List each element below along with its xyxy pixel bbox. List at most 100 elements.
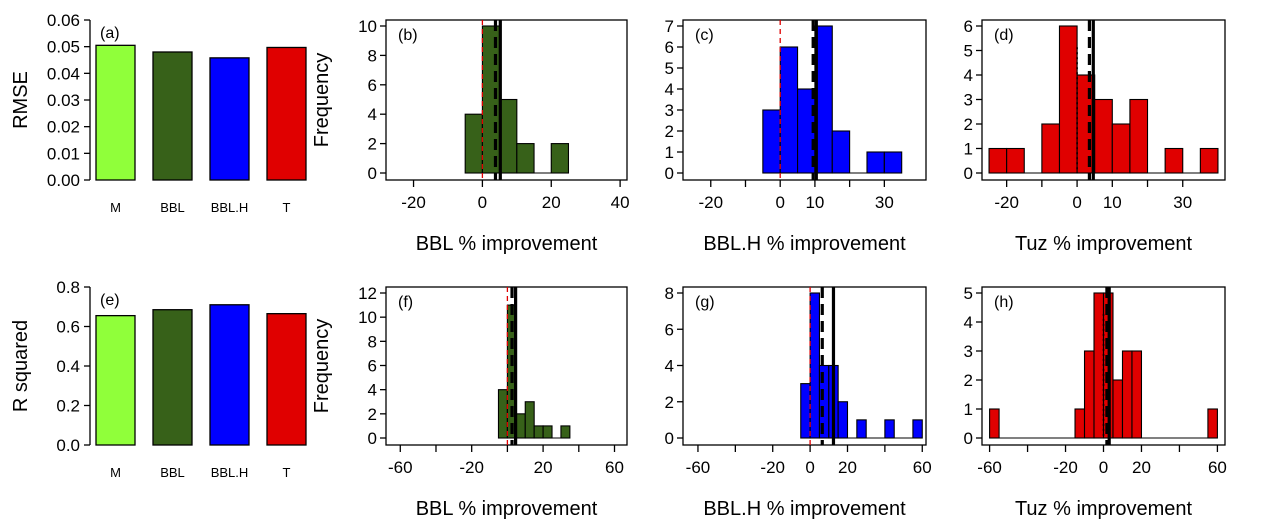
y-tick-label: 3 bbox=[964, 91, 973, 110]
panel-f: 0 2 4 6 8 10 12 -60 -20 20 60 BBL % improvement Freq… bbox=[311, 284, 628, 520]
x-axis-label: Tuz % improvement bbox=[1015, 233, 1193, 255]
y-tick-label: 6 bbox=[368, 357, 377, 376]
x-tick-label: -20 bbox=[994, 193, 1019, 212]
bar-m bbox=[95, 44, 136, 181]
y-tick-label: 2 bbox=[665, 393, 674, 412]
panel-d: 0 1 2 3 4 5 6 -20 0 10 30 Tuz % improvement (d) bbox=[964, 17, 1226, 255]
panel-g: 0 2 4 6 8 -60 -20 0 20 60 BBL.H % improvement (g) bbox=[665, 284, 932, 520]
panel-label: (c) bbox=[695, 27, 714, 44]
histogram-bar bbox=[831, 130, 851, 174]
y-tick-label: 4 bbox=[368, 381, 377, 400]
histogram-bar bbox=[912, 419, 923, 439]
histogram-bar bbox=[1093, 292, 1105, 439]
x-tick-label: 60 bbox=[913, 458, 932, 477]
y-tick-label: 8 bbox=[665, 284, 674, 303]
histogram-bar bbox=[550, 143, 570, 174]
x-tick-label: 20 bbox=[838, 458, 857, 477]
y-tick-label: 0 bbox=[964, 429, 973, 448]
y-tick-label: 2 bbox=[368, 405, 377, 424]
y-tick-label: 10 bbox=[358, 308, 377, 327]
x-axis-label: BBL.H % improvement bbox=[703, 233, 906, 255]
histogram-bar bbox=[809, 292, 821, 439]
histogram-bar bbox=[779, 46, 799, 174]
x-axis-label: BBL.H % improvement bbox=[703, 498, 906, 519]
y-tick-label: 8 bbox=[368, 46, 377, 65]
histogram-bar bbox=[856, 419, 867, 439]
x-category-label: BBL bbox=[160, 200, 185, 215]
histogram-bar bbox=[884, 419, 895, 439]
panel-label: (f) bbox=[398, 294, 413, 311]
histogram-bar bbox=[800, 383, 811, 439]
x-tick-label: -60 bbox=[977, 458, 1002, 477]
y-tick-label: 0.03 bbox=[47, 91, 80, 110]
histogram-bar bbox=[516, 143, 535, 174]
x-tick-label: 0 bbox=[1072, 193, 1081, 212]
histogram-bar bbox=[988, 147, 1008, 174]
y-tick-label: 4 bbox=[665, 80, 674, 99]
x-tick-label: 0 bbox=[478, 193, 487, 212]
y-tick-label: 0 bbox=[665, 429, 674, 448]
histogram-bar bbox=[1131, 350, 1143, 439]
y-tick-label: 5 bbox=[964, 42, 973, 61]
bar-bbl-h bbox=[209, 57, 250, 181]
panel-b: 0 2 4 6 8 10 -20 0 20 40 BBL % improvement Frequenc… bbox=[311, 17, 630, 255]
x-tick-label: 10 bbox=[805, 193, 824, 212]
histogram-bar bbox=[524, 401, 535, 439]
y-tick-label: 1 bbox=[964, 400, 973, 419]
y-axis-label: R squared bbox=[10, 320, 32, 412]
y-tick-label: 0.2 bbox=[56, 397, 80, 416]
histogram-bar bbox=[1121, 350, 1133, 439]
y-tick-label: 0.8 bbox=[56, 278, 80, 297]
x-axis-label: BBL % improvement bbox=[416, 498, 598, 519]
x-tick-label: 20 bbox=[542, 193, 561, 212]
panel-label: (e) bbox=[100, 292, 120, 309]
histogram-bar bbox=[866, 151, 885, 174]
bar-m bbox=[95, 314, 136, 446]
panel-label: (b) bbox=[398, 27, 418, 44]
histogram-bar bbox=[1112, 379, 1124, 439]
x-tick-label: 0 bbox=[1099, 458, 1108, 477]
y-tick-label: 0.04 bbox=[47, 64, 80, 83]
y-tick-label: 4 bbox=[665, 357, 674, 376]
x-category-label: BBL.H bbox=[211, 200, 249, 215]
panel-label: (g) bbox=[695, 294, 715, 311]
x-category-label: T bbox=[283, 200, 291, 215]
y-tick-label: 0.4 bbox=[56, 357, 80, 376]
histogram-bar bbox=[1041, 123, 1061, 174]
x-tick-label: -20 bbox=[760, 458, 785, 477]
panel-a: 0.00 0.01 0.02 0.03 0.04 0.05 0.06 RMSE M BBL BBL.… bbox=[10, 11, 307, 215]
y-axis-label: Frequency bbox=[311, 319, 333, 414]
y-axis-label: RMSE bbox=[10, 71, 32, 129]
panel-label: (d) bbox=[994, 27, 1014, 44]
y-tick-label: 10 bbox=[358, 17, 377, 36]
panel-label: (h) bbox=[994, 294, 1014, 311]
histogram-bar bbox=[1129, 98, 1149, 174]
histogram-bar bbox=[499, 98, 518, 174]
x-category-label: BBL bbox=[160, 465, 185, 480]
x-tick-label: 20 bbox=[1132, 458, 1151, 477]
y-tick-label: 2 bbox=[964, 115, 973, 134]
x-category-label: T bbox=[283, 465, 291, 480]
x-tick-label: 30 bbox=[1173, 193, 1192, 212]
y-tick-label: 6 bbox=[964, 17, 973, 36]
y-tick-label: 1 bbox=[964, 140, 973, 159]
x-tick-label: 0 bbox=[805, 458, 814, 477]
x-tick-label: -20 bbox=[401, 193, 426, 212]
x-tick-label: -20 bbox=[459, 458, 484, 477]
histogram-bar bbox=[762, 109, 781, 174]
histogram-bar bbox=[883, 151, 903, 174]
x-tick-label: -20 bbox=[1053, 458, 1078, 477]
histogram-bar bbox=[1058, 25, 1078, 174]
y-tick-label: 6 bbox=[368, 76, 377, 95]
bar-t bbox=[266, 46, 307, 181]
y-tick-label: 4 bbox=[368, 105, 377, 124]
plot-frame bbox=[385, 19, 628, 181]
y-tick-label: 2 bbox=[964, 371, 973, 390]
histogram-bar bbox=[1074, 408, 1086, 439]
y-tick-label: 8 bbox=[368, 332, 377, 351]
panel-label: (a) bbox=[100, 25, 120, 42]
y-tick-label: 2 bbox=[368, 135, 377, 154]
x-axis-label: Tuz % improvement bbox=[1015, 498, 1193, 519]
plot-frame bbox=[682, 19, 927, 181]
